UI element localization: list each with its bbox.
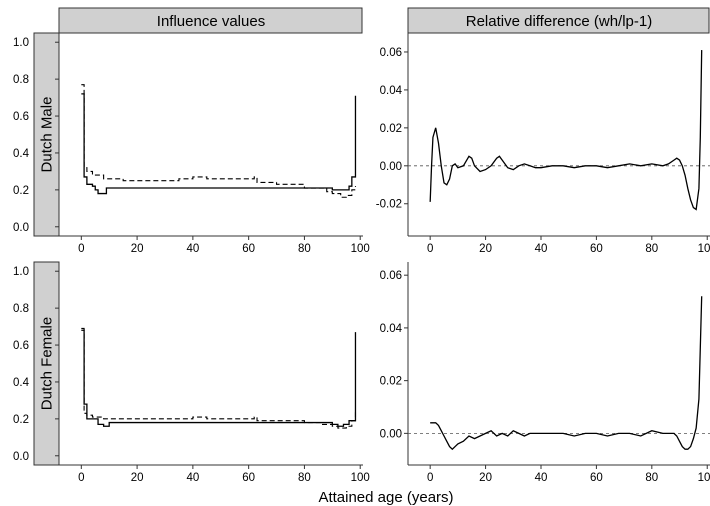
y-tick-label: 0.02 — [380, 376, 402, 388]
y-tick-label: 0.06 — [380, 47, 402, 59]
column-strip-title: Relative difference (wh/lp-1) — [466, 13, 652, 30]
row-strip-title: Dutch Male — [39, 97, 56, 173]
x-tick-label: 100 — [698, 472, 710, 484]
x-tick-label: 20 — [131, 243, 144, 255]
y-tick-label: 0.8 — [13, 303, 29, 315]
dashed-series-line — [81, 327, 357, 429]
x-tick-label: 0 — [78, 472, 84, 484]
y-tick-label: 0.4 — [13, 377, 30, 389]
y-tick-label: 0.6 — [13, 111, 29, 123]
y-tick-label: 0.2 — [13, 185, 29, 197]
y-tick-label: 0.6 — [13, 340, 29, 352]
x-tick-label: 0 — [78, 243, 84, 255]
y-tick-label: 0.8 — [13, 74, 29, 86]
x-tick-label: 20 — [479, 472, 492, 484]
x-tick-label: 100 — [351, 472, 370, 484]
x-tick-label: 80 — [645, 472, 658, 484]
x-tick-label: 60 — [242, 472, 255, 484]
x-tick-label: 80 — [298, 472, 311, 484]
y-tick-label: 0.0 — [13, 451, 29, 463]
x-tick-label: 40 — [186, 472, 199, 484]
y-tick-label: 0.04 — [380, 85, 403, 97]
y-tick-label: 1.0 — [13, 266, 29, 278]
panel-1-0: 0.0 0.2 0.4 0.6 0.8 1.0 0 20 40 60 80 100 — [13, 262, 370, 484]
solid-series-line — [430, 296, 703, 451]
y-tick-label: 0.2 — [13, 414, 29, 426]
x-tick-label: 0 — [427, 243, 433, 255]
x-tick-label: 20 — [479, 243, 492, 255]
column-strip — [407, 7, 710, 34]
x-tick-label: 60 — [590, 243, 603, 255]
x-tick-label: 40 — [535, 472, 548, 484]
column-strip-title: Influence values — [157, 13, 265, 30]
x-tick-label: 100 — [698, 243, 710, 255]
y-tick-label: 0.06 — [380, 270, 402, 282]
y-tick-label: 0.02 — [380, 123, 402, 135]
x-tick-label: 20 — [131, 472, 144, 484]
x-tick-label: 0 — [427, 472, 433, 484]
x-tick-label: 60 — [242, 243, 255, 255]
dashed-series-line — [81, 84, 357, 198]
x-tick-label: 40 — [186, 243, 199, 255]
x-axis-title: Attained age (years) — [318, 489, 453, 506]
column-strip — [58, 7, 363, 34]
x-tick-label: 60 — [590, 472, 603, 484]
panel-0-1: -0.02 0.00 0.02 0.04 0.06 0 20 40 60 80 100 — [376, 33, 710, 255]
solid-series-line — [81, 329, 357, 427]
solid-series-line — [81, 93, 357, 195]
x-tick-label: 80 — [298, 243, 311, 255]
panel-1-1: 0.00 0.02 0.04 0.06 0 20 40 60 80 100 — [380, 262, 710, 484]
y-tick-label: 1.0 — [13, 37, 29, 49]
row-strip — [33, 32, 60, 237]
y-tick-label: 0.0 — [13, 222, 29, 234]
row-strip-title: Dutch Female — [39, 317, 56, 410]
x-tick-label: 40 — [535, 243, 548, 255]
y-tick-label: -0.02 — [376, 199, 402, 211]
x-tick-label: 100 — [351, 243, 370, 255]
y-tick-label: 0.4 — [13, 148, 30, 160]
y-tick-label: 0.04 — [380, 323, 403, 335]
x-tick-label: 80 — [645, 243, 658, 255]
y-tick-label: 0.00 — [380, 428, 402, 440]
panel-0-0: 0.0 0.2 0.4 0.6 0.8 1.0 0 20 40 60 80 100 — [13, 33, 370, 255]
y-tick-label: 0.00 — [380, 161, 402, 173]
solid-series-line — [429, 50, 703, 211]
